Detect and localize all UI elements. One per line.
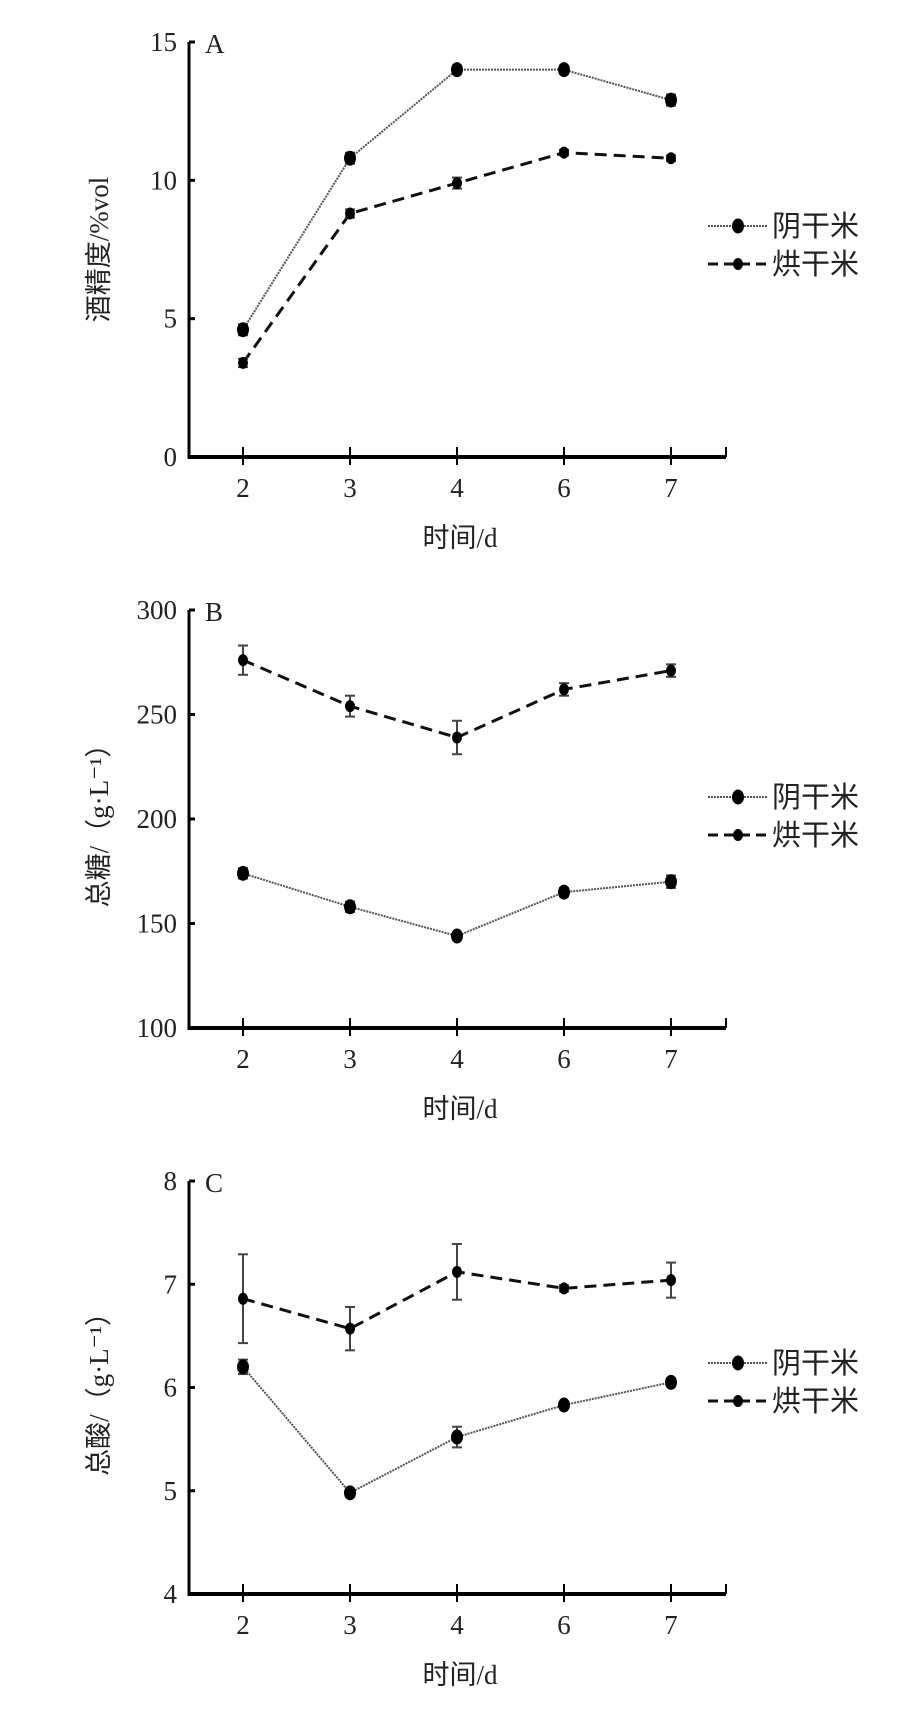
y-tick-label: 100 (137, 1013, 178, 1043)
y-tick-label: 150 (137, 909, 178, 939)
panel-label: B (205, 597, 223, 627)
x-tick-label: 2 (236, 1610, 250, 1640)
legend-label: 阴干米 (772, 1347, 859, 1380)
y-tick-label: 200 (137, 804, 178, 834)
data-point (559, 146, 569, 159)
series-line-yin (242, 872, 672, 938)
legend-label: 烘干米 (772, 819, 859, 852)
y-tick-label: 5 (164, 304, 178, 334)
x-axis-label: 时间/d (422, 523, 498, 553)
legend-label: 阴干米 (772, 210, 859, 243)
data-point (344, 1485, 356, 1501)
data-point (237, 322, 249, 338)
data-point (559, 1282, 569, 1295)
data-point (344, 899, 356, 915)
data-point (452, 1265, 462, 1278)
x-tick-label: 2 (236, 473, 250, 503)
legend-marker (733, 1395, 743, 1407)
data-point (558, 62, 570, 78)
data-point (238, 356, 248, 369)
y-tick-label: 6 (164, 1373, 178, 1403)
data-point (237, 1359, 249, 1375)
legend-marker (732, 218, 744, 234)
series-line-hong (242, 658, 672, 740)
legend-label: 阴干米 (772, 781, 859, 814)
data-point (665, 874, 677, 890)
x-tick-label: 3 (343, 473, 357, 503)
data-point (345, 207, 355, 220)
x-tick-label: 7 (664, 473, 678, 503)
data-point (451, 928, 463, 944)
y-axis-label: 酒精度/%vol (84, 177, 114, 323)
y-tick-label: 4 (164, 1579, 178, 1609)
legend-marker (732, 1355, 744, 1371)
x-tick-label: 7 (664, 1044, 678, 1074)
legend-marker (732, 789, 744, 805)
x-tick-label: 6 (557, 1044, 571, 1074)
data-point (558, 1397, 570, 1413)
series-line-yin (242, 68, 672, 331)
data-point (666, 1274, 676, 1287)
panel-label: A (205, 29, 225, 59)
y-axis-label: 总糖/（g·L⁻¹） (84, 731, 114, 908)
x-tick-label: 3 (343, 1610, 357, 1640)
y-axis-label: 总酸/（g·L⁻¹） (84, 1299, 114, 1476)
data-point (452, 177, 462, 190)
data-point (237, 865, 249, 881)
y-tick-label: 250 (137, 700, 178, 730)
data-point (451, 62, 463, 78)
x-tick-label: 2 (236, 1044, 250, 1074)
data-point (558, 884, 570, 900)
x-axis-label: 时间/d (422, 1660, 498, 1690)
data-point (559, 683, 569, 696)
x-tick-label: 4 (450, 1044, 464, 1074)
y-tick-label: 15 (150, 27, 177, 57)
legend-marker (733, 258, 743, 270)
x-tick-label: 4 (450, 1610, 464, 1640)
data-point (451, 1429, 463, 1445)
y-tick-label: 8 (164, 1166, 178, 1196)
x-tick-label: 3 (343, 1044, 357, 1074)
data-point (238, 654, 248, 667)
legend-label: 烘干米 (772, 1385, 859, 1418)
legend-marker (733, 829, 743, 841)
y-tick-label: 0 (164, 442, 178, 472)
data-point (665, 92, 677, 108)
x-tick-label: 6 (557, 473, 571, 503)
x-axis-label: 时间/d (422, 1094, 498, 1124)
y-tick-label: 10 (150, 165, 177, 195)
data-point (666, 152, 676, 165)
x-tick-label: 4 (450, 473, 464, 503)
data-point (666, 664, 676, 677)
data-point (452, 731, 462, 744)
panel-label: C (205, 1168, 223, 1198)
x-tick-label: 6 (557, 1610, 571, 1640)
y-tick-label: 300 (137, 595, 178, 625)
x-tick-label: 7 (664, 1610, 678, 1640)
y-tick-label: 7 (164, 1269, 178, 1299)
data-point (238, 1292, 248, 1305)
data-point (344, 150, 356, 166)
chart-panel-b: 100 150 200 250 300 2 3 4 6 7 B 时间/d 总糖/（g·L⁻¹） 阴干米烘干… (84, 595, 859, 1124)
legend-label: 烘干米 (772, 248, 859, 281)
data-point (345, 1322, 355, 1335)
y-tick-label: 5 (164, 1476, 178, 1506)
data-point (345, 700, 355, 713)
data-point (665, 1374, 677, 1390)
